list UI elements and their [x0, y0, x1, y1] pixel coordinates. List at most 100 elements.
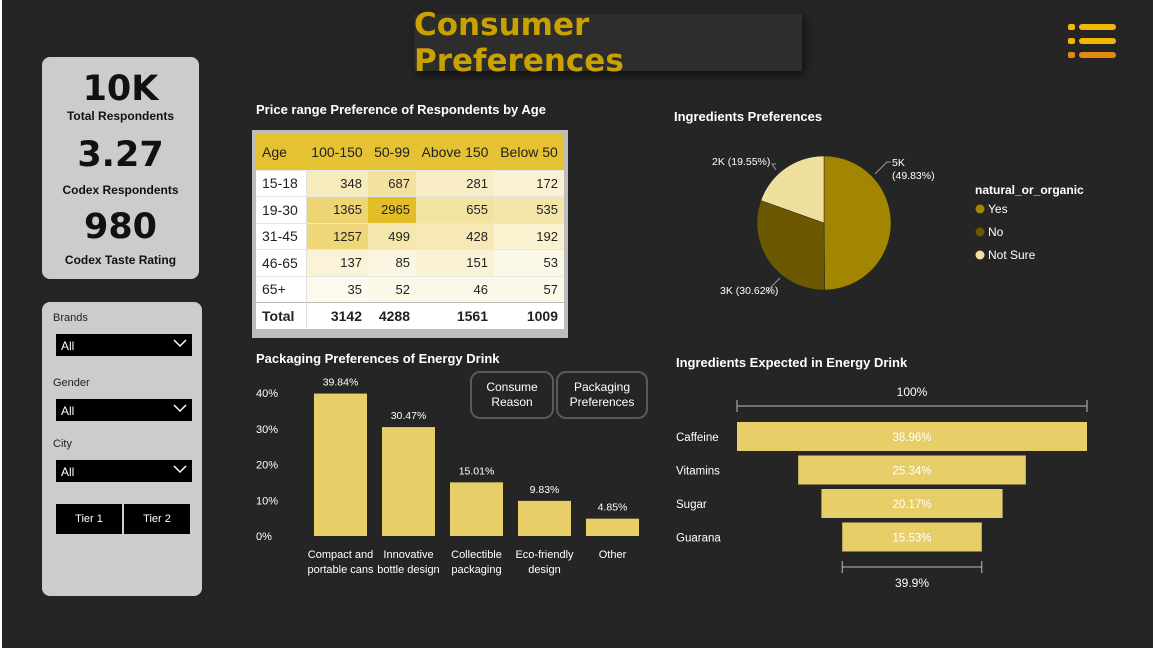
packaging-preferences-button[interactable]: Packaging Preferences — [556, 371, 648, 419]
packaging-bar[interactable] — [314, 393, 367, 536]
matrix-cell: 46 — [416, 275, 494, 303]
matrix-row-age: 31-45 — [256, 222, 307, 250]
pie-leader-line — [874, 161, 891, 175]
packaging-bar[interactable] — [382, 427, 435, 536]
matrix-cell: 52 — [368, 275, 416, 303]
funnel-data-label: 25.34% — [892, 466, 931, 478]
y-tick-label: 40% — [256, 388, 278, 400]
city-filter-label: City — [53, 438, 72, 450]
matrix-row-age: 15-18 — [256, 169, 307, 197]
y-tick-label: 30% — [256, 424, 278, 436]
page-title: Consumer Preferences — [414, 6, 624, 79]
city-dropdown[interactable]: All — [56, 460, 192, 482]
funnel-bar[interactable] — [798, 455, 1026, 485]
packaging-chart-title: Packaging Preferences of Energy Drink — [256, 351, 500, 366]
funnel-category-label: Sugar — [676, 499, 707, 511]
packaging-bar[interactable] — [518, 500, 571, 536]
x-category-label: Compact and portable cans — [307, 549, 374, 576]
consume-reason-label: Consume Reason — [486, 380, 538, 409]
city-dropdown-value: All — [61, 465, 75, 479]
pie-slice[interactable] — [823, 155, 892, 291]
matrix-col-header[interactable]: 100-150 — [306, 134, 368, 170]
matrix-col-header[interactable]: Above 150 — [416, 134, 494, 170]
pie-slice[interactable] — [760, 155, 825, 224]
matrix-cell: 428 — [416, 222, 494, 250]
kpi-total-respondents-label: Total Respondents — [66, 109, 175, 123]
gender-filter-label: Gender — [53, 377, 90, 389]
funnel-bar[interactable] — [821, 489, 1003, 518]
packaging-bar[interactable] — [450, 482, 503, 536]
menu-icon[interactable] — [1068, 20, 1118, 62]
legend-item-label[interactable]: No — [988, 225, 1004, 239]
ingredients-pie-title: Ingredients Preferences — [674, 109, 823, 124]
gender-dropdown[interactable]: All — [56, 399, 192, 421]
matrix-cell: 348 — [306, 169, 368, 197]
pie-leader-line — [764, 277, 781, 293]
x-category-label: Other — [599, 549, 627, 561]
matrix-cell: 1365 — [306, 196, 368, 223]
matrix-row[interactable]: 19-30 1365 2965 655 535 — [256, 196, 564, 223]
pie-data-label: 3K (30.62%) — [720, 285, 778, 297]
brands-dropdown-value: All — [61, 339, 75, 353]
funnel-bar[interactable] — [737, 422, 1087, 451]
title-banner: Consumer Preferences — [414, 7, 802, 79]
matrix-col-header[interactable]: Below 50 — [494, 134, 564, 170]
matrix-row[interactable]: 15-18 348 687 281 172 — [256, 169, 564, 197]
matrix-total-label: Total — [256, 302, 307, 329]
funnel-bottom-label: 39.9% — [895, 576, 929, 590]
pie-data-label: 2K (19.55%) — [712, 156, 770, 168]
tier-2-button[interactable]: Tier 2 — [124, 504, 190, 534]
legend-marker[interactable] — [975, 227, 985, 237]
y-tick-label: 10% — [256, 495, 278, 507]
bar-data-label: 4.85% — [598, 502, 628, 514]
x-category-label: Collectible packaging — [451, 549, 502, 576]
matrix-cell: 53 — [494, 249, 564, 276]
matrix-cell: 655 — [416, 196, 494, 223]
matrix-col-header[interactable]: 50-99 — [368, 134, 416, 170]
funnel-bar[interactable] — [842, 522, 982, 552]
matrix-cell: 192 — [494, 222, 564, 250]
matrix-cell: 35 — [306, 275, 368, 303]
matrix-row-age: 19-30 — [256, 196, 307, 223]
kpi-codex-respondents-label: Codex Respondents — [62, 183, 179, 197]
matrix-total-cell: 4288 — [368, 302, 416, 329]
matrix-cell: 687 — [368, 169, 416, 197]
funnel-category-label: Caffeine — [676, 432, 719, 444]
matrix-col-header[interactable]: Age — [256, 134, 306, 170]
ingredients-funnel-title: Ingredients Expected in Energy Drink — [676, 355, 908, 370]
matrix-cell: 535 — [494, 196, 564, 223]
matrix-cell: 1257 — [306, 222, 368, 250]
matrix-cell: 151 — [416, 249, 494, 276]
matrix-row[interactable]: 46-65 137 85 151 53 — [256, 249, 564, 276]
ingredients-pie-chart: 5K (49.83%) 3K (30.62%) 2K (19.55%) natural_… — [712, 155, 1084, 297]
matrix-cell: 85 — [368, 249, 416, 276]
legend-item-label[interactable]: Not Sure — [988, 248, 1036, 262]
matrix-total-cell: 1561 — [416, 302, 494, 329]
legend-marker[interactable] — [975, 250, 985, 260]
ingredients-funnel-chart: 100% 38.96% Caffeine 25.34% Vitamins 20.17% Su… — [676, 385, 1088, 590]
legend-marker[interactable] — [975, 204, 985, 214]
pie-slice[interactable] — [756, 200, 825, 291]
y-tick-label: 0% — [256, 531, 272, 543]
matrix-cell: 137 — [306, 249, 368, 276]
x-category-label: Innovative bottle design — [377, 549, 439, 576]
consume-reason-button[interactable]: Consume Reason — [470, 371, 554, 419]
tier-1-button[interactable]: Tier 1 — [56, 504, 122, 534]
matrix-row-age: 65+ — [256, 275, 307, 303]
legend-title: natural_or_organic — [975, 183, 1084, 197]
matrix-row[interactable]: 31-45 1257 499 428 192 — [256, 222, 564, 250]
price-matrix: Age 100-150 50-99 Above 150 Below 50 15-… — [252, 130, 568, 338]
brands-dropdown[interactable]: All — [56, 334, 192, 356]
chevron-down-icon — [173, 339, 187, 348]
matrix-cell: 2965 — [368, 196, 416, 223]
funnel-data-label: 38.96% — [892, 432, 931, 444]
matrix-row[interactable]: 65+ 35 52 46 57 — [256, 275, 564, 303]
packaging-bar[interactable] — [586, 518, 639, 536]
matrix-cell: 57 — [494, 275, 564, 303]
funnel-top-label: 100% — [897, 385, 928, 399]
legend-item-label[interactable]: Yes — [988, 202, 1008, 216]
matrix-cell: 499 — [368, 222, 416, 250]
kpi-codex-taste-label: Codex Taste Rating — [64, 253, 177, 267]
matrix-row-age: 46-65 — [256, 249, 307, 276]
